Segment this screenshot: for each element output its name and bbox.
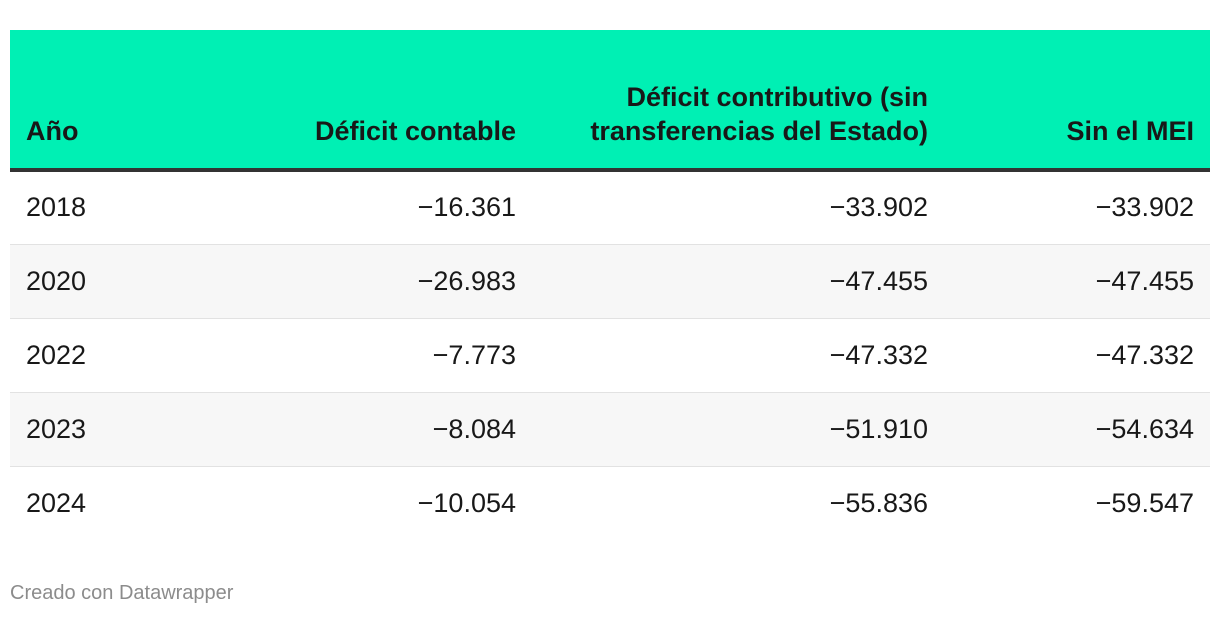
column-header-deficit-contributivo: Déficit contributivo (sin transferencias… <box>532 30 944 172</box>
cell-year: 2023 <box>10 392 194 467</box>
cell-deficit-contributivo: −33.902 <box>532 170 944 245</box>
cell-deficit-contributivo: −47.332 <box>532 318 944 393</box>
column-header-deficit-contable: Déficit contable <box>194 30 532 172</box>
cell-deficit-contributivo: −47.455 <box>532 244 944 319</box>
table-row: 2024 −10.054 −55.836 −59.547 <box>10 466 1210 540</box>
cell-deficit-contributivo: −55.836 <box>829 487 928 518</box>
table-row: 2020 −26.983 −47.455 −47.455 <box>10 244 1210 319</box>
column-header-ano: Año <box>10 30 194 172</box>
cell-deficit-contable: −10.054 <box>417 487 516 518</box>
cell-sin-mei: −59.547 <box>1095 487 1194 518</box>
cell-deficit-contable: −8.084 <box>194 392 532 467</box>
cell-year: 2020 <box>10 244 194 319</box>
cell-year: 2018 <box>10 170 194 245</box>
cell-deficit-contable: −16.361 <box>194 170 532 245</box>
datawrapper-credit: Creado con Datawrapper <box>10 582 234 604</box>
header-row: Año Déficit contable Déficit contributiv… <box>10 30 1210 172</box>
cell-deficit-contributivo: −51.910 <box>532 392 944 467</box>
table-row: 2022 −7.773 −47.332 −47.332 <box>10 318 1210 393</box>
deficit-table: Año Déficit contable Déficit contributiv… <box>10 30 1210 540</box>
cell-year: 2024 <box>26 487 87 518</box>
table-body: 2018 −16.361 −33.902 −33.902 2020 −26.98… <box>10 170 1210 540</box>
table-header: Año Déficit contable Déficit contributiv… <box>10 30 1210 172</box>
cell-sin-mei: −47.455 <box>944 244 1210 319</box>
cell-deficit-contable: −26.983 <box>194 244 532 319</box>
cell-deficit-contable: −7.773 <box>194 318 532 393</box>
column-header-sin-el-mei: Sin el MEI <box>944 30 1210 172</box>
cell-year: 2022 <box>10 318 194 393</box>
cell-sin-mei: −33.902 <box>944 170 1210 245</box>
cell-sin-mei: −47.332 <box>944 318 1210 393</box>
data-table-container: Año Déficit contable Déficit contributiv… <box>10 30 1210 540</box>
table-row: 2023 −8.084 −51.910 −54.634 <box>10 392 1210 467</box>
cell-sin-mei: −54.634 <box>944 392 1210 467</box>
table-row: 2018 −16.361 −33.902 −33.902 <box>10 170 1210 245</box>
